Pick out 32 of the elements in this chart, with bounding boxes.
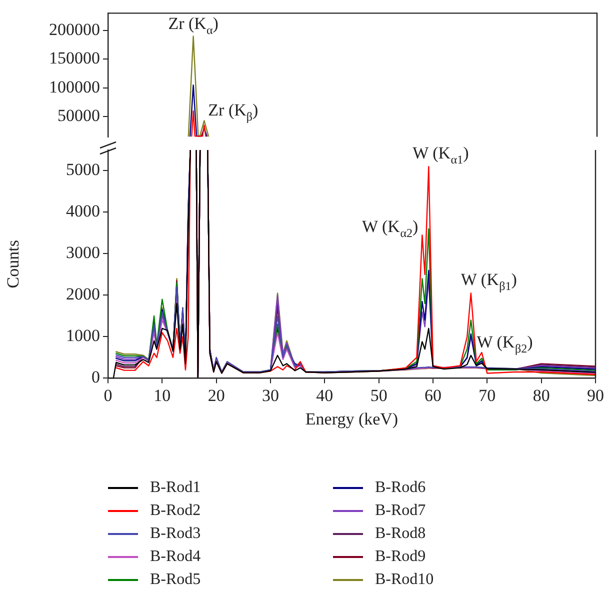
- x-tick-label: 10: [154, 386, 171, 405]
- x-tick-label: 70: [478, 386, 496, 405]
- legend-label: B-Rod7: [375, 502, 426, 520]
- x-tick-label: 30: [262, 386, 279, 405]
- legend-label: B-Rod8: [375, 524, 426, 542]
- y-tick-label: 4000: [66, 202, 100, 221]
- y-axis-title: Counts: [4, 240, 23, 288]
- legend-label: B-Rod4: [150, 548, 201, 566]
- x-axis-title: Energy (keV): [305, 409, 398, 428]
- y-tick-label: 2000: [66, 284, 100, 304]
- legend-label: B-Rod3: [150, 524, 201, 542]
- legend-label: B-Rod10: [375, 570, 434, 588]
- x-tick-label: 60: [424, 386, 442, 405]
- y-tick-label: 200000: [49, 20, 100, 39]
- x-tick-label: 90: [587, 386, 604, 405]
- x-tick-label: 20: [208, 386, 225, 405]
- legend-label: B-Rod1: [150, 478, 201, 496]
- y-tick-label: 50000: [58, 106, 100, 126]
- legend-label: B-Rod2: [150, 502, 201, 520]
- legend-label: B-Rod6: [375, 478, 426, 496]
- x-tick-label: 40: [316, 386, 334, 405]
- legend-label: B-Rod5: [150, 570, 201, 588]
- x-tick-label: 0: [104, 386, 112, 405]
- y-tick-label: 5000: [66, 160, 100, 180]
- x-tick-label: 50: [370, 386, 388, 405]
- y-tick-label: 150000: [49, 48, 100, 68]
- y-tick-label: 100000: [49, 77, 100, 96]
- y-tick-label: 3000: [66, 243, 100, 262]
- legend-label: B-Rod9: [375, 548, 426, 566]
- y-tick-label: 1000: [66, 326, 100, 346]
- x-tick-label: 80: [532, 386, 550, 405]
- y-tick-label: 0: [92, 368, 100, 387]
